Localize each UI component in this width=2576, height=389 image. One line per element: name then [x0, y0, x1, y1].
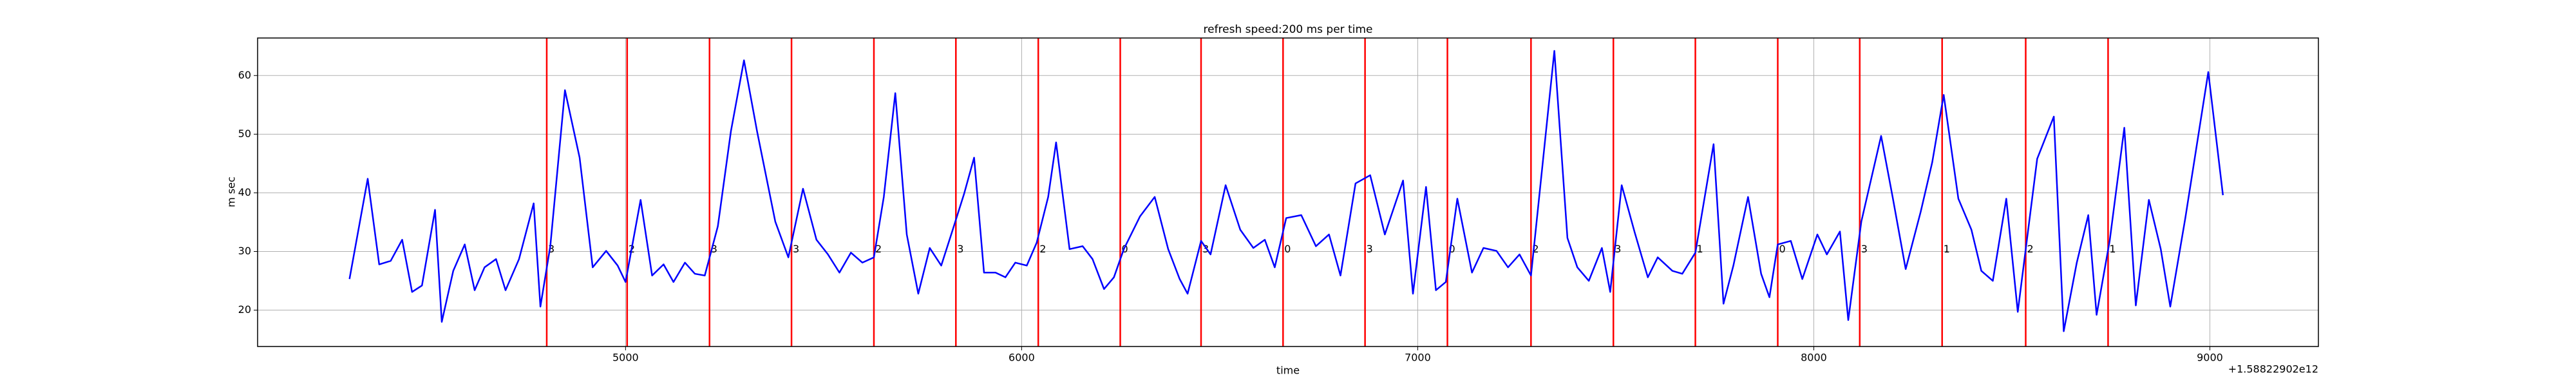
data-line — [348, 50, 2224, 332]
x-tick-label: 6000 — [1009, 352, 1035, 364]
y-tick-label: 60 — [238, 69, 251, 81]
x-tick-label: 5000 — [612, 352, 639, 364]
y-tick-label: 20 — [238, 303, 251, 316]
x-offset-label: +1.58822902e12 — [2228, 363, 2318, 375]
event-label: 0 — [1284, 243, 1291, 255]
y-tick-label: 50 — [238, 128, 251, 140]
x-tick-label: 9000 — [2197, 352, 2223, 364]
event-label: 1 — [1697, 243, 1703, 255]
chart-title: refresh speed:200 ms per time — [1204, 23, 1373, 36]
event-label: 3 — [1861, 243, 1868, 255]
x-tick-label: 7000 — [1405, 352, 1431, 364]
x-axis-label: time — [1276, 365, 1300, 377]
event-label: 3 — [711, 243, 717, 255]
event-label: 2 — [1039, 243, 1046, 255]
x-tick-label: 8000 — [1801, 352, 1827, 364]
plot-frame — [257, 37, 2319, 347]
event-label: 1 — [1944, 243, 1950, 255]
event-label: 2 — [1532, 243, 1539, 255]
event-label: 2 — [2027, 243, 2033, 255]
y-tick-label: 40 — [238, 186, 251, 198]
event-label: 3 — [793, 243, 799, 255]
event-label: 3 — [548, 243, 554, 255]
event-label: 2 — [875, 243, 882, 255]
event-label: 3 — [1615, 243, 1621, 255]
event-label: 0 — [1122, 243, 1128, 255]
event-label: 1 — [2109, 243, 2116, 255]
event-label: 0 — [1779, 243, 1785, 255]
event-label: 3 — [1202, 243, 1209, 255]
y-axis-label: m sec — [225, 176, 238, 207]
event-label: 3 — [957, 243, 963, 255]
y-tick-label: 30 — [238, 245, 251, 257]
event-label: 0 — [1449, 243, 1455, 255]
event-label: 3 — [1367, 243, 1373, 255]
